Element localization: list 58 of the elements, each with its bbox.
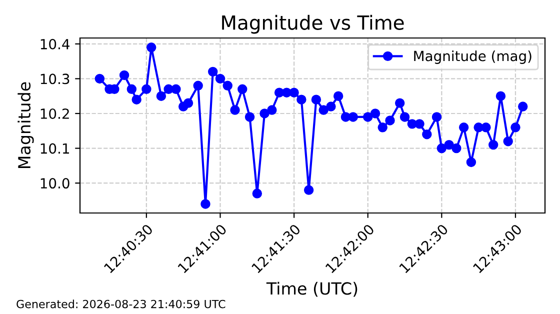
point bbox=[370, 108, 380, 118]
point bbox=[333, 91, 344, 101]
point bbox=[432, 112, 442, 122]
point bbox=[362, 112, 373, 122]
point bbox=[348, 112, 358, 122]
point bbox=[296, 94, 306, 104]
point bbox=[183, 98, 194, 108]
point bbox=[311, 94, 322, 104]
point bbox=[119, 70, 130, 80]
point bbox=[146, 42, 156, 52]
point bbox=[222, 80, 232, 91]
y-axis-title: Magnitude bbox=[18, 82, 34, 168]
point bbox=[452, 143, 462, 154]
point bbox=[126, 84, 137, 94]
point bbox=[289, 88, 299, 98]
point bbox=[510, 122, 520, 132]
point bbox=[215, 74, 226, 84]
point bbox=[394, 98, 405, 108]
x-axis-title: Time (UTC) bbox=[266, 282, 358, 297]
point bbox=[318, 105, 328, 115]
point bbox=[238, 84, 248, 94]
point bbox=[458, 122, 469, 132]
point bbox=[171, 84, 181, 94]
point bbox=[488, 140, 498, 150]
point bbox=[496, 91, 506, 101]
point bbox=[193, 80, 203, 91]
point bbox=[481, 122, 491, 132]
y-tick-label: 10.2 bbox=[40, 108, 69, 119]
point bbox=[466, 157, 476, 168]
y-tick-label: 10.1 bbox=[40, 143, 69, 154]
point bbox=[156, 91, 166, 101]
point bbox=[436, 143, 447, 154]
point bbox=[230, 105, 240, 115]
point bbox=[94, 74, 105, 84]
point bbox=[326, 102, 336, 112]
y-tick-label: 10.3 bbox=[40, 74, 70, 84]
point bbox=[378, 122, 388, 132]
point bbox=[422, 130, 432, 140]
point bbox=[503, 136, 513, 146]
point bbox=[260, 108, 270, 118]
point bbox=[208, 66, 218, 77]
text: Generated: 2026-08-23 21:40:59 UTC bbox=[16, 300, 226, 308]
point bbox=[304, 185, 314, 195]
point bbox=[244, 112, 255, 122]
point bbox=[400, 112, 410, 122]
point bbox=[414, 119, 424, 129]
point bbox=[200, 199, 210, 209]
point bbox=[444, 140, 454, 150]
point bbox=[252, 188, 262, 198]
chart-title: Magnitude vs Time bbox=[222, 14, 404, 34]
point bbox=[267, 105, 277, 115]
point bbox=[385, 116, 395, 126]
legend-label: Magnitude (mag) bbox=[414, 50, 532, 64]
point bbox=[132, 94, 142, 104]
point bbox=[142, 84, 152, 94]
point bbox=[518, 102, 528, 112]
y-tick-label: 10.4 bbox=[40, 38, 70, 50]
y-tick-label: 10.0 bbox=[40, 178, 70, 189]
